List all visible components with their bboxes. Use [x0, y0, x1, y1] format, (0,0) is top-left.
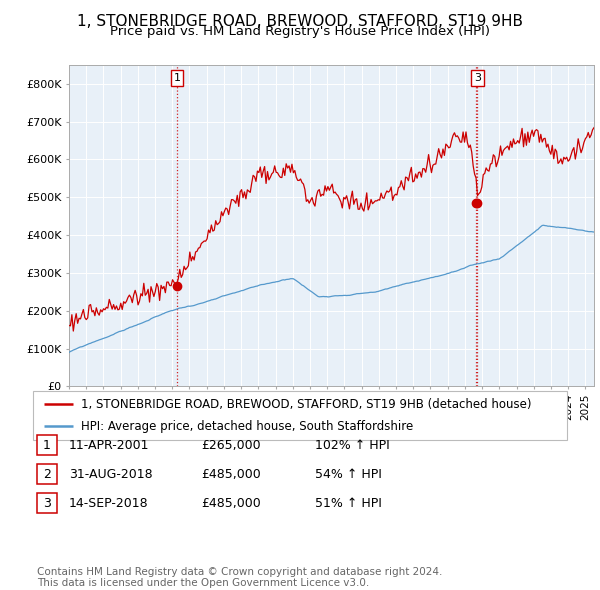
Text: 2: 2	[43, 468, 51, 481]
Text: £265,000: £265,000	[201, 439, 260, 452]
Text: 1, STONEBRIDGE ROAD, BREWOOD, STAFFORD, ST19 9HB (detached house): 1, STONEBRIDGE ROAD, BREWOOD, STAFFORD, …	[81, 398, 532, 411]
Text: 54% ↑ HPI: 54% ↑ HPI	[315, 468, 382, 481]
Text: 11-APR-2001: 11-APR-2001	[69, 439, 149, 452]
Text: 102% ↑ HPI: 102% ↑ HPI	[315, 439, 390, 452]
Text: 14-SEP-2018: 14-SEP-2018	[69, 497, 149, 510]
Text: HPI: Average price, detached house, South Staffordshire: HPI: Average price, detached house, Sout…	[81, 420, 413, 433]
Text: £485,000: £485,000	[201, 497, 261, 510]
Text: 1, STONEBRIDGE ROAD, BREWOOD, STAFFORD, ST19 9HB: 1, STONEBRIDGE ROAD, BREWOOD, STAFFORD, …	[77, 14, 523, 28]
Text: Contains HM Land Registry data © Crown copyright and database right 2024.
This d: Contains HM Land Registry data © Crown c…	[37, 566, 443, 588]
Text: 1: 1	[43, 439, 51, 452]
Text: 1: 1	[173, 73, 181, 83]
Text: 3: 3	[43, 497, 51, 510]
Text: £485,000: £485,000	[201, 468, 261, 481]
Text: 31-AUG-2018: 31-AUG-2018	[69, 468, 152, 481]
Text: 51% ↑ HPI: 51% ↑ HPI	[315, 497, 382, 510]
Text: Price paid vs. HM Land Registry's House Price Index (HPI): Price paid vs. HM Land Registry's House …	[110, 25, 490, 38]
FancyBboxPatch shape	[33, 391, 567, 440]
Text: 3: 3	[474, 73, 481, 83]
